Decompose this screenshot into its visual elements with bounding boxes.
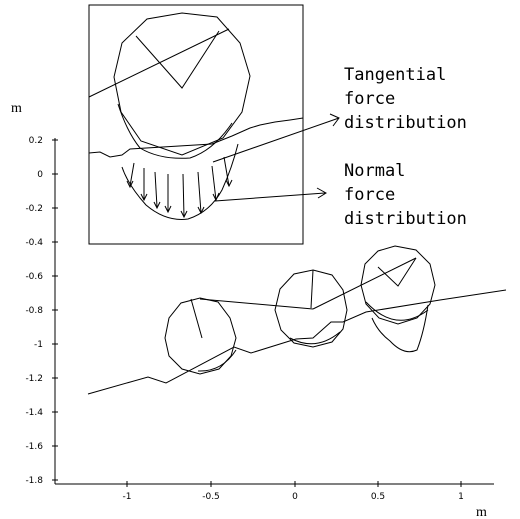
wheel-middle — [274, 269, 348, 348]
tangential-label: Tangential force distribution — [344, 65, 467, 133]
annotation-leaders — [212, 113, 340, 202]
x-tick-label: 1 — [458, 492, 464, 502]
x-tick-label: -1 — [123, 492, 132, 502]
y-axis-ticks — [52, 139, 58, 481]
x-tick-label: 0 — [292, 492, 298, 502]
tangential-label-line: Tangential — [344, 65, 446, 85]
wheel-rear-spoke — [190, 298, 203, 339]
inset-wheel-outline — [113, 12, 251, 156]
arrowhead — [212, 192, 220, 202]
tangential-leader-arrowhead — [329, 113, 340, 127]
x-tick-label: -0.5 — [202, 492, 220, 502]
x-tick-label: 0.5 — [371, 492, 385, 502]
tangential-leader — [212, 117, 340, 163]
force-arrow — [154, 171, 158, 208]
normal-label-line: Normal — [344, 161, 405, 181]
wheel-rear-outline — [164, 297, 237, 375]
tangential-force-curve — [117, 103, 233, 159]
arrowhead — [225, 179, 233, 188]
tangential-label-line: force — [344, 89, 395, 109]
wheel-middle-outline — [274, 269, 348, 348]
inset-panel — [88, 4, 304, 245]
y-tick-label: 0 — [37, 170, 43, 180]
y-tick-label: -1.6 — [25, 442, 43, 452]
normal-force-arrows — [126, 156, 233, 219]
normal-label-line: force — [344, 185, 395, 205]
wheel-front-spokes — [377, 257, 417, 287]
force-arrow — [129, 162, 135, 187]
wheel-front-contact-arc — [365, 301, 429, 321]
wheel-front-outline — [360, 245, 436, 325]
y-tick-label: 0.2 — [29, 136, 43, 146]
y-tick-label: -1 — [34, 340, 43, 350]
terrain-profile — [87, 289, 507, 395]
normal-leader-arrowhead — [316, 187, 327, 199]
body-link-front — [312, 257, 417, 310]
normal-label: Normal force distribution — [344, 161, 467, 229]
y-axis-unit: m — [11, 101, 22, 116]
y-tick-label: -0.6 — [25, 272, 43, 282]
vehicle-body-links — [199, 257, 417, 310]
arrowhead — [153, 201, 161, 210]
wheel-middle-contact-arc — [289, 331, 341, 345]
wheel-front — [360, 245, 436, 353]
arrowhead — [140, 193, 148, 202]
force-arrow — [182, 173, 185, 218]
arrowhead — [164, 205, 172, 214]
x-axis-tick-labels: -1 -0.5 0 0.5 1 — [123, 492, 464, 502]
arrowhead — [197, 206, 205, 215]
tangential-label-line: distribution — [344, 113, 467, 133]
inset-soil-surface — [88, 117, 304, 158]
arrowhead — [126, 180, 134, 189]
force-arrow — [197, 171, 202, 214]
y-tick-label: -1.8 — [25, 476, 43, 486]
inset-wheel-spokes — [135, 30, 220, 89]
force-arrow — [211, 165, 217, 201]
y-tick-label: -1.2 — [25, 374, 43, 384]
force-arrow — [223, 156, 230, 187]
inset-frame — [88, 4, 304, 245]
wheel-rear-contact-arc — [197, 349, 237, 372]
normal-label-line: distribution — [344, 209, 467, 229]
wheel-rear — [164, 297, 237, 375]
y-tick-label: -0.8 — [25, 306, 43, 316]
plot-axes: 0.2 0 -0.2 -0.4 -0.6 -0.8 -1 -1.2 -1.4 -… — [11, 101, 494, 519]
y-tick-label: -1.4 — [25, 408, 43, 418]
x-axis-ticks — [126, 481, 462, 487]
wheel-front-force-envelope — [371, 304, 429, 353]
y-axis-tick-labels: 0.2 0 -0.2 -0.4 -0.6 -0.8 -1 -1.2 -1.4 -… — [25, 136, 43, 486]
wheel-middle-spoke — [310, 269, 314, 309]
body-link-rear — [199, 298, 314, 310]
inset-wheel-chord — [88, 28, 230, 98]
x-axis-unit: m — [476, 505, 487, 519]
normal-leader — [214, 192, 326, 202]
y-tick-label: -0.2 — [25, 204, 43, 214]
arrowhead — [180, 210, 188, 219]
y-tick-label: -0.4 — [25, 238, 43, 248]
